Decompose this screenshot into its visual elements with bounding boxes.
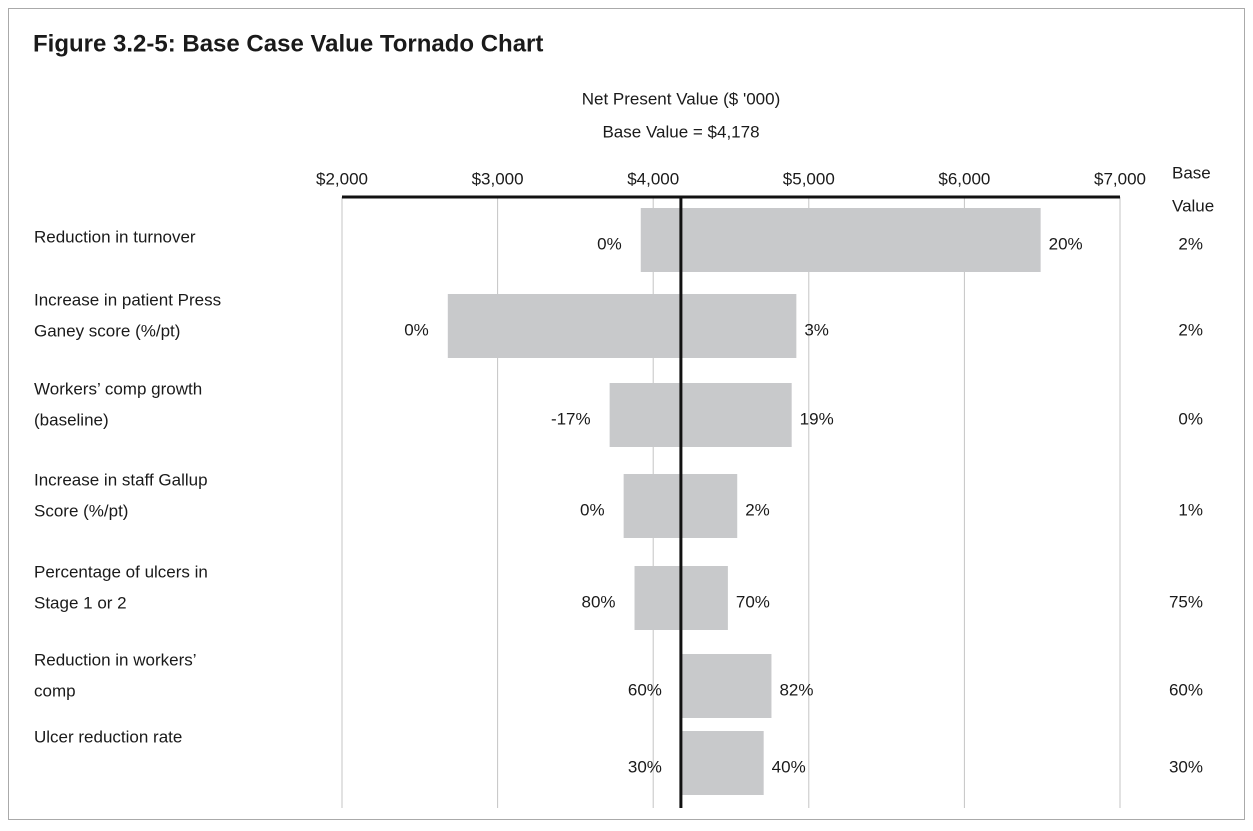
high-label: 70%	[736, 592, 770, 611]
x-tick-label: $2,000	[316, 169, 368, 188]
bar-high	[680, 294, 797, 358]
x-axis-label: Net Present Value ($ '000)	[582, 89, 781, 108]
base-input: 2%	[1178, 320, 1203, 339]
base-input: 30%	[1169, 757, 1203, 776]
category-label: comp	[34, 681, 76, 700]
category-label: Reduction in turnover	[34, 227, 196, 246]
chart-title: Figure 3.2-5: Base Case Value Tornado Ch…	[33, 30, 543, 57]
x-tick-label: $5,000	[783, 169, 835, 188]
bar-low	[623, 474, 681, 538]
base-input: 2%	[1178, 234, 1203, 253]
base-value-header: Base	[1172, 163, 1211, 182]
base-value-header: Value	[1172, 196, 1214, 215]
category-label: Reduction in workers’	[34, 650, 197, 669]
base-input: 0%	[1178, 409, 1203, 428]
x-tick-label: $3,000	[472, 169, 524, 188]
category-label: Workers’ comp growth	[34, 379, 202, 398]
category-label: Score (%/pt)	[34, 501, 128, 520]
subtitle: Base Value = $4,178	[602, 122, 759, 141]
bar-high	[680, 383, 792, 447]
bar-high	[680, 654, 772, 718]
base-input: 60%	[1169, 680, 1203, 699]
bar-high	[680, 474, 738, 538]
base-input: 75%	[1169, 592, 1203, 611]
category-label: (baseline)	[34, 410, 109, 429]
bar-low	[634, 566, 681, 630]
category-label: Stage 1 or 2	[34, 593, 127, 612]
bar-high	[680, 208, 1041, 272]
high-label: 40%	[772, 757, 806, 776]
bar-low	[640, 208, 681, 272]
high-label: 20%	[1049, 234, 1083, 253]
base-input: 1%	[1178, 500, 1203, 519]
category-label: Ulcer reduction rate	[34, 727, 182, 746]
bar-high	[680, 566, 728, 630]
x-tick-label: $7,000	[1094, 169, 1146, 188]
high-label: 19%	[800, 409, 834, 428]
x-tick-label: $4,000	[627, 169, 679, 188]
high-label: 3%	[804, 320, 829, 339]
low-label: 0%	[404, 320, 429, 339]
high-label: 82%	[779, 680, 813, 699]
bar-low	[447, 294, 681, 358]
category-label: Percentage of ulcers in	[34, 562, 208, 581]
low-label: 0%	[580, 500, 605, 519]
high-label: 2%	[745, 500, 770, 519]
category-label: Increase in staff Gallup	[34, 470, 208, 489]
low-label: 0%	[597, 234, 622, 253]
low-label: 30%	[628, 757, 662, 776]
bar-high	[680, 731, 764, 795]
bar-low	[609, 383, 681, 447]
category-label: Ganey score (%/pt)	[34, 321, 180, 340]
low-label: 60%	[628, 680, 662, 699]
category-label: Increase in patient Press	[34, 290, 221, 309]
low-label: -17%	[551, 409, 591, 428]
x-tick-label: $6,000	[938, 169, 990, 188]
low-label: 80%	[581, 592, 615, 611]
